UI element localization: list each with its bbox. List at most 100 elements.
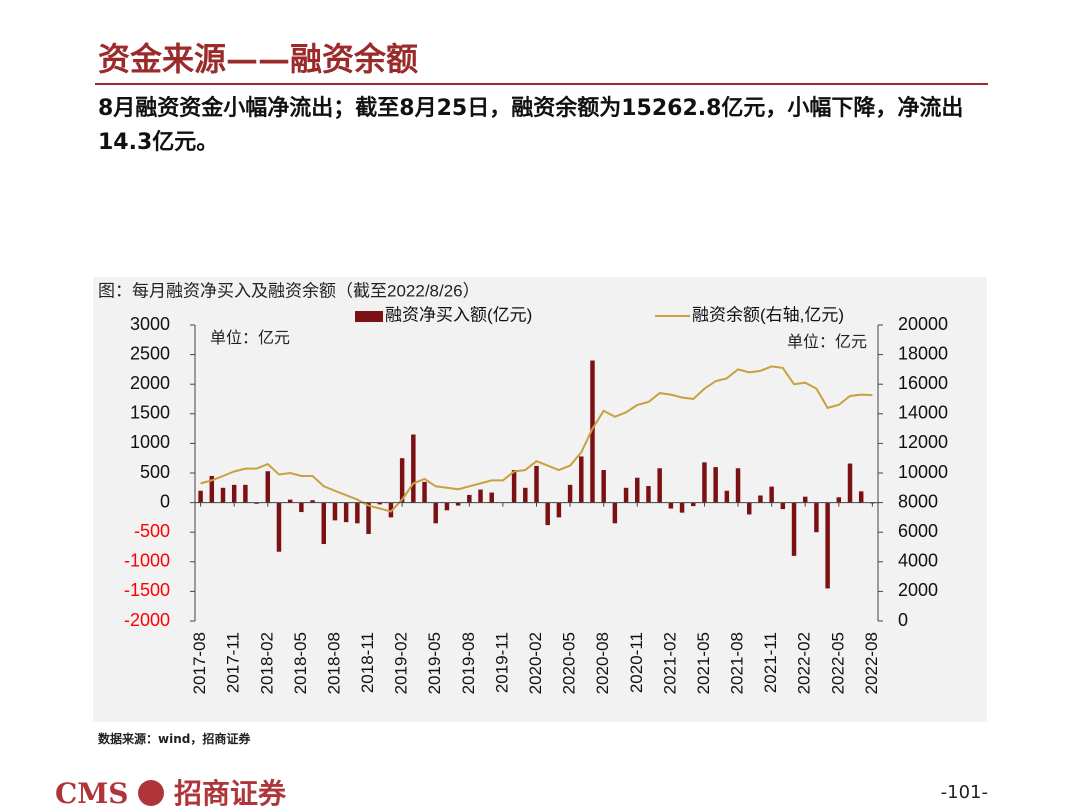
bar (411, 434, 416, 503)
bar (433, 502, 438, 524)
bar (567, 484, 573, 503)
y2-tick-label: 16000 (898, 373, 948, 393)
bar (825, 502, 830, 589)
x-tick-label: 2020-08 (593, 632, 612, 694)
y-tick-label: 500 (140, 462, 170, 482)
bar (735, 468, 741, 503)
bar (635, 477, 640, 503)
bar (366, 502, 371, 534)
bar (556, 502, 562, 518)
bar (455, 502, 461, 506)
logo-icon (138, 780, 165, 806)
bar (623, 487, 629, 503)
y-tick-label: 3000 (130, 314, 170, 334)
bar (612, 502, 618, 524)
bar (758, 495, 763, 503)
x-tick-label: 2018-05 (291, 632, 310, 694)
y-tick-label: -1000 (124, 551, 170, 571)
bar (545, 502, 550, 526)
y2-tick-label: 0 (898, 610, 908, 630)
bar (724, 490, 730, 503)
y2-tick-label: 2000 (898, 580, 938, 600)
x-tick-label: 2021-02 (660, 632, 679, 694)
x-tick-label: 2022-05 (828, 632, 847, 694)
y-tick-label: 2000 (130, 373, 170, 393)
x-tick-label: 2020-02 (526, 632, 545, 694)
logo: CMS 招商证券 (55, 772, 286, 812)
x-tick-label: 2020-05 (560, 632, 579, 694)
x-tick-label: 2019-11 (492, 632, 511, 693)
x-tick-label: 2022-08 (862, 632, 881, 694)
title-rule (95, 83, 988, 85)
bar (231, 484, 237, 503)
x-tick-label: 2021-08 (728, 632, 747, 694)
x-tick-label: 2019-05 (425, 632, 444, 694)
bar (343, 502, 349, 523)
line (200, 365, 873, 513)
y-tick-label: -1500 (124, 580, 170, 600)
bar (713, 467, 718, 503)
bar (702, 462, 707, 503)
y2-unit: 单位：亿元 (787, 333, 867, 351)
x-tick-label: 2019-08 (459, 632, 478, 694)
bar (276, 502, 282, 552)
bar (679, 502, 685, 513)
bar (332, 502, 338, 521)
y-tick-label: -2000 (124, 610, 170, 630)
bar (769, 486, 774, 503)
page-number: -101- (940, 782, 988, 803)
y-tick-label: 2500 (130, 343, 170, 363)
bar (646, 486, 651, 503)
y2-tick-label: 14000 (898, 403, 948, 423)
x-tick-label: 2021-11 (761, 632, 780, 693)
bar (791, 502, 797, 556)
legend-label: 融资余额(右轴,亿元) (692, 305, 844, 324)
x-tick-label: 2022-02 (795, 632, 814, 694)
summary-text: 8月融资资金小幅净流出；截至8月25日，融资余额为15262.8亿元，小幅下降，… (98, 96, 964, 155)
y2-tick-label: 20000 (898, 314, 948, 334)
bar (802, 496, 808, 503)
x-tick-label: 2019-02 (392, 632, 411, 694)
bar (534, 465, 539, 503)
x-tick-label: 2017-08 (190, 632, 209, 694)
bar (579, 456, 584, 503)
bar (511, 470, 517, 503)
bar (657, 468, 662, 503)
logo-text: CMS (55, 777, 129, 810)
bar (858, 491, 864, 503)
bar (299, 502, 304, 513)
bar (355, 502, 360, 524)
bar (489, 492, 494, 503)
bar (746, 502, 752, 515)
bar (444, 502, 450, 511)
x-tick-label: 2018-02 (257, 632, 276, 694)
bar (220, 487, 226, 503)
chart-title: 图：每月融资净买入及融资余额（截至2022/8/26） (98, 281, 480, 300)
bar (523, 487, 528, 503)
bar (265, 471, 271, 503)
bar (243, 484, 248, 503)
x-tick-label: 2021-05 (694, 632, 713, 694)
x-tick-label: 2017-11 (224, 632, 243, 693)
legend-swatch (355, 311, 383, 322)
y2-tick-label: 4000 (898, 551, 938, 571)
y-unit: 单位：亿元 (210, 329, 290, 347)
page-title: 资金来源——融资余额 (98, 40, 419, 78)
bar (399, 458, 405, 503)
company: 招商证券 (174, 777, 287, 810)
legend-label: 融资净买入额(亿元) (385, 305, 532, 324)
bar (377, 502, 382, 505)
y-tick-label: 0 (160, 491, 170, 511)
y2-tick-label: 18000 (898, 343, 948, 363)
y2-tick-label: 8000 (898, 491, 938, 511)
bar (691, 502, 696, 507)
y2-tick-label: 6000 (898, 521, 938, 541)
y2-tick-label: 10000 (898, 462, 948, 482)
y2-tick-label: 12000 (898, 432, 948, 452)
x-tick-label: 2018-11 (358, 632, 377, 693)
bar (209, 475, 215, 503)
x-tick-label: 2018-08 (324, 632, 343, 694)
bar (814, 502, 819, 533)
